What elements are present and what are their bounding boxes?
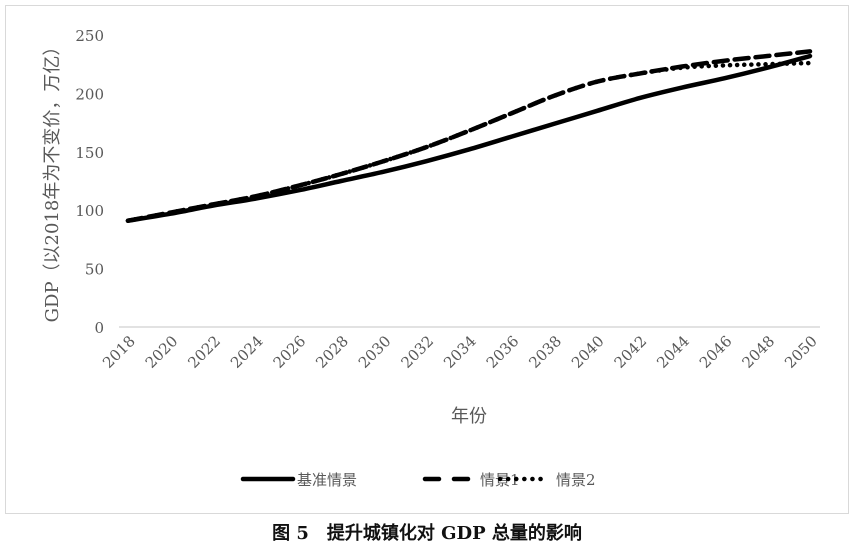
series-line-1 (125, 53, 813, 223)
y-tick-label: 200 (75, 85, 104, 103)
y-tick-label: 150 (75, 144, 104, 162)
x-tick-label: 2044 (653, 332, 693, 372)
x-tick-label: 2030 (355, 332, 395, 372)
y-tick-label: 100 (75, 202, 104, 220)
x-tick-label: 2020 (142, 332, 182, 372)
y-tick-label: 250 (75, 27, 104, 45)
y-tick-label: 50 (85, 261, 104, 279)
chart-frame (5, 5, 849, 514)
legend-label: 情景2 (556, 471, 596, 489)
x-tick-label: 2046 (696, 332, 736, 372)
x-tick-label: 2034 (440, 332, 480, 372)
y-tick-label: 0 (94, 319, 104, 337)
x-tick-label: 2042 (611, 332, 651, 372)
x-tick-label: 2038 (525, 332, 565, 372)
figure-caption: 图 5 提升城镇化对 GDP 总量的影响 (272, 523, 582, 544)
x-tick-label: 2040 (568, 332, 608, 372)
x-tick-label: 2018 (99, 332, 139, 372)
x-tick-label: 2028 (312, 332, 352, 372)
series-line-2 (125, 49, 813, 223)
x-tick-label: 2024 (227, 332, 267, 372)
x-tick-label: 2048 (738, 332, 778, 372)
x-tick-label: 2032 (397, 332, 437, 372)
x-tick-label: 2050 (781, 332, 821, 372)
series-line-3 (125, 60, 813, 223)
x-axis-title: 年份 (451, 406, 487, 427)
y-axis-title: GDP（以2018年为不变价，万亿） (42, 38, 63, 323)
legend-label: 基准情景 (297, 471, 357, 489)
x-tick-label: 2026 (270, 332, 310, 372)
x-tick-label: 2022 (184, 332, 224, 372)
x-tick-label: 2036 (483, 332, 523, 372)
